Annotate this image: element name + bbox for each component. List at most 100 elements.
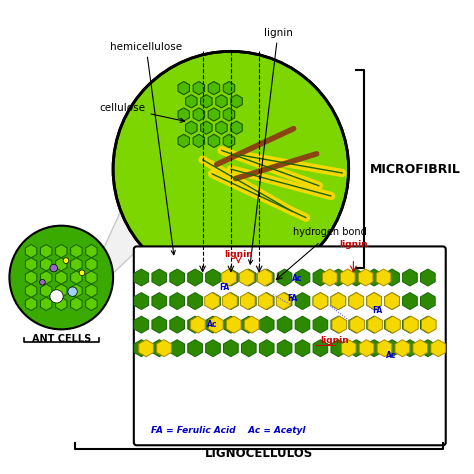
Polygon shape <box>188 340 202 356</box>
Polygon shape <box>209 316 223 333</box>
Polygon shape <box>208 134 219 147</box>
Polygon shape <box>240 292 255 310</box>
Polygon shape <box>193 134 205 147</box>
Polygon shape <box>186 95 197 108</box>
Polygon shape <box>71 245 82 258</box>
Polygon shape <box>259 316 274 333</box>
Polygon shape <box>277 269 292 286</box>
Polygon shape <box>188 316 202 333</box>
Polygon shape <box>376 269 391 286</box>
Polygon shape <box>223 134 235 147</box>
Polygon shape <box>403 316 418 333</box>
Polygon shape <box>402 292 417 310</box>
Polygon shape <box>385 316 400 333</box>
Polygon shape <box>201 95 212 108</box>
Polygon shape <box>86 297 97 310</box>
Polygon shape <box>402 269 417 286</box>
Text: Ac: Ac <box>386 351 396 360</box>
Polygon shape <box>277 292 292 310</box>
Polygon shape <box>134 340 149 356</box>
Polygon shape <box>277 316 292 333</box>
Polygon shape <box>358 269 373 286</box>
Polygon shape <box>55 245 67 258</box>
Polygon shape <box>71 297 82 310</box>
Polygon shape <box>331 269 346 286</box>
Polygon shape <box>87 99 172 298</box>
Polygon shape <box>134 269 149 286</box>
Polygon shape <box>40 245 52 258</box>
Polygon shape <box>152 292 166 310</box>
Polygon shape <box>313 340 328 356</box>
Polygon shape <box>385 292 400 310</box>
Polygon shape <box>367 269 382 286</box>
Polygon shape <box>350 316 365 333</box>
Polygon shape <box>152 316 166 333</box>
Polygon shape <box>170 292 184 310</box>
Polygon shape <box>402 316 417 333</box>
Polygon shape <box>170 340 184 356</box>
Polygon shape <box>86 245 97 258</box>
Polygon shape <box>86 271 97 284</box>
Polygon shape <box>420 292 435 310</box>
Polygon shape <box>206 292 220 310</box>
Text: Ac: Ac <box>292 274 302 283</box>
Polygon shape <box>421 316 436 333</box>
Polygon shape <box>170 269 184 286</box>
Polygon shape <box>188 292 202 310</box>
Polygon shape <box>420 269 435 286</box>
Polygon shape <box>295 269 310 286</box>
Polygon shape <box>331 340 346 356</box>
Polygon shape <box>193 108 205 121</box>
Text: FA: FA <box>219 283 229 292</box>
Polygon shape <box>86 284 97 297</box>
Polygon shape <box>193 82 205 95</box>
Text: lignin: lignin <box>224 250 253 259</box>
Polygon shape <box>341 340 356 356</box>
Polygon shape <box>188 269 202 286</box>
FancyBboxPatch shape <box>134 246 446 445</box>
Polygon shape <box>349 292 364 310</box>
Polygon shape <box>231 121 242 134</box>
Polygon shape <box>349 340 364 356</box>
Polygon shape <box>368 316 383 333</box>
Polygon shape <box>313 316 328 333</box>
Polygon shape <box>55 258 67 271</box>
Polygon shape <box>40 271 52 284</box>
Polygon shape <box>322 269 337 286</box>
Polygon shape <box>295 340 310 356</box>
Polygon shape <box>216 121 227 134</box>
Polygon shape <box>259 340 274 356</box>
Polygon shape <box>55 297 67 310</box>
Polygon shape <box>241 269 256 286</box>
Polygon shape <box>313 269 328 286</box>
Polygon shape <box>224 269 238 286</box>
Polygon shape <box>26 297 37 310</box>
Polygon shape <box>55 271 67 284</box>
Polygon shape <box>367 316 382 333</box>
Polygon shape <box>222 269 237 286</box>
Polygon shape <box>134 316 149 333</box>
Polygon shape <box>71 284 82 297</box>
Polygon shape <box>206 269 220 286</box>
Polygon shape <box>71 271 82 284</box>
Text: FA: FA <box>287 294 297 303</box>
Polygon shape <box>152 269 166 286</box>
Polygon shape <box>178 134 190 147</box>
Text: lignin: lignin <box>320 337 349 346</box>
Circle shape <box>50 290 63 303</box>
Text: cellulose: cellulose <box>100 103 184 122</box>
Polygon shape <box>134 292 149 310</box>
Text: lignin: lignin <box>249 27 292 264</box>
Polygon shape <box>313 292 328 310</box>
Polygon shape <box>367 340 382 356</box>
Polygon shape <box>349 292 364 310</box>
Polygon shape <box>349 316 364 333</box>
Polygon shape <box>420 316 435 333</box>
Polygon shape <box>191 316 205 333</box>
Polygon shape <box>208 108 219 121</box>
Polygon shape <box>241 340 256 356</box>
Circle shape <box>113 51 349 287</box>
Text: MICROFIBRIL: MICROFIBRIL <box>370 163 461 176</box>
Polygon shape <box>295 316 310 333</box>
Polygon shape <box>259 292 274 310</box>
